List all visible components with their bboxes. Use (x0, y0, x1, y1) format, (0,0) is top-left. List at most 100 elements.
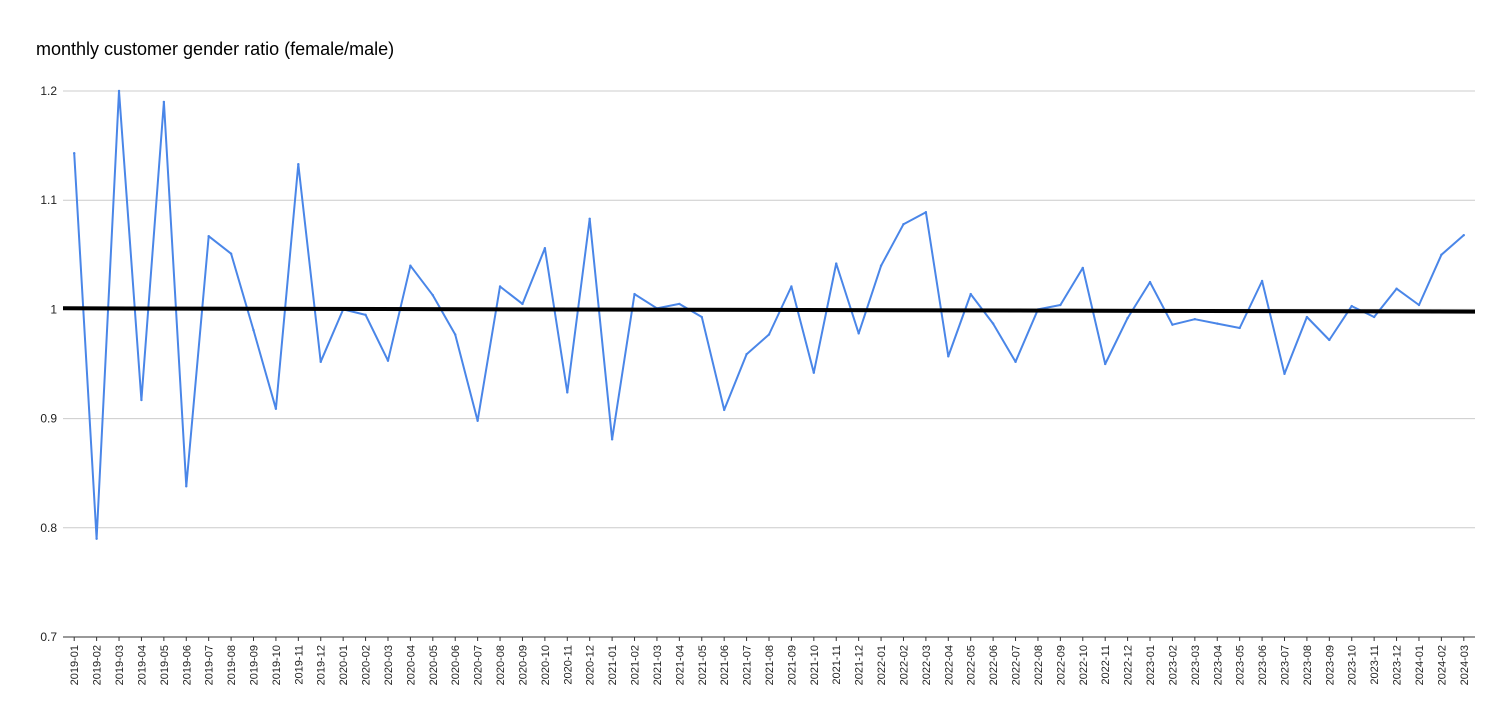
x-tick-label: 2019-10 (271, 645, 283, 685)
x-tick-label: 2023-08 (1302, 645, 1314, 685)
x-tick-label: 2019-02 (92, 645, 104, 685)
data-point (947, 355, 950, 358)
data-point (1126, 316, 1129, 320)
data-point (722, 408, 726, 412)
x-tick-label: 2022-10 (1078, 645, 1090, 685)
x-tick-label: 2021-11 (831, 645, 843, 685)
data-point (95, 537, 98, 540)
x-tick-label: 2020-09 (517, 645, 529, 685)
x-tick-label: 2022-05 (966, 645, 978, 685)
data-point (73, 152, 76, 155)
x-tick-label: 2020-03 (383, 645, 395, 685)
x-tick-label: 2024-01 (1414, 645, 1426, 685)
data-point (678, 302, 681, 306)
x-tick-label: 2023-02 (1167, 645, 1179, 685)
data-point (991, 322, 995, 325)
data-point (1328, 338, 1331, 342)
data-point (1059, 303, 1062, 307)
x-tick-label: 2020-11 (562, 645, 574, 685)
x-tick-label: 2021-06 (719, 645, 731, 685)
x-tick-label: 2022-01 (876, 645, 888, 685)
x-tick-label: 2022-07 (1011, 645, 1023, 685)
x-tick-label: 2021-02 (630, 645, 642, 685)
x-tick-label: 2022-08 (1033, 645, 1045, 685)
data-point (409, 264, 412, 267)
data-point (364, 313, 367, 317)
x-tick-label: 2024-02 (1436, 645, 1448, 685)
x-tick-label: 2020-12 (585, 645, 597, 685)
data-point (1440, 253, 1443, 256)
series-area (62, 89, 1476, 540)
x-axis-ticks: 2019-01 2019-02 2019-03 2019-04 2019-05 2019-… (69, 637, 1471, 685)
x-tick-label: 2022-04 (943, 645, 955, 685)
data-point (767, 333, 771, 336)
x-tick-label: 2023-06 (1257, 645, 1269, 685)
data-point (633, 292, 636, 296)
data-point (1103, 362, 1107, 366)
data-point (431, 294, 435, 297)
data-point (521, 302, 524, 306)
y-axis-ticks: 0.7 0.8 0.9 1 1.1 1.2 (40, 84, 57, 644)
data-point (543, 247, 547, 250)
data-point (1014, 360, 1017, 364)
data-point (790, 285, 793, 288)
x-tick-label: 2020-05 (428, 645, 440, 685)
data-point (1417, 303, 1421, 307)
y-tick-label: 0.9 (40, 412, 57, 426)
data-point (1193, 318, 1197, 321)
y-tick-label: 0.8 (40, 521, 57, 535)
x-tick-label: 2023-07 (1279, 645, 1291, 685)
data-point (140, 398, 143, 402)
chart-title: monthly customer gender ratio (female/ma… (36, 39, 394, 59)
data-point (162, 100, 166, 104)
data-point (1238, 326, 1241, 330)
x-tick-label: 2019-06 (181, 645, 193, 685)
data-point (1148, 280, 1152, 284)
x-tick-label: 2022-02 (898, 645, 910, 685)
data-point (274, 407, 278, 410)
data-point (229, 252, 233, 255)
x-tick-label: 2019-04 (136, 645, 148, 685)
data-point (185, 485, 188, 488)
data-point (745, 352, 748, 356)
data-point (700, 315, 703, 319)
data-point (1216, 322, 1219, 325)
x-tick-label: 2020-06 (450, 645, 462, 685)
x-tick-label: 2020-07 (473, 645, 485, 685)
x-tick-label: 2020-01 (338, 645, 350, 685)
x-tick-label: 2021-08 (764, 645, 776, 685)
x-tick-label: 2022-06 (988, 645, 1000, 685)
data-point (879, 264, 883, 267)
data-point (1171, 323, 1174, 326)
x-tick-label: 2019-11 (293, 645, 305, 685)
y-tick-label: 1.2 (40, 84, 57, 98)
x-tick-label: 2021-03 (652, 645, 664, 685)
data-point (476, 419, 479, 422)
x-tick-label: 2022-03 (921, 645, 933, 685)
data-point (924, 211, 928, 214)
x-tick-label: 2022-12 (1123, 645, 1135, 685)
data-point (386, 359, 390, 362)
data-point (252, 328, 255, 332)
x-tick-label: 2023-01 (1145, 645, 1157, 685)
data-point (319, 360, 322, 364)
data-point (454, 333, 457, 336)
data-point (610, 438, 614, 441)
x-tick-label: 2021-01 (607, 645, 619, 685)
y-tick-label: 1.1 (40, 193, 57, 207)
x-tick-label: 2019-09 (249, 645, 261, 685)
x-tick-label: 2020-10 (540, 645, 552, 685)
data-point (1283, 372, 1286, 376)
x-tick-label: 2023-09 (1324, 645, 1336, 685)
data-point (566, 391, 569, 394)
x-tick-label: 2019-03 (114, 645, 126, 685)
x-tick-label: 2023-11 (1369, 645, 1381, 685)
data-point (1260, 279, 1264, 283)
x-tick-label: 2021-07 (742, 645, 754, 685)
y-tick-label: 0.7 (40, 630, 57, 644)
x-tick-label: 2023-04 (1212, 645, 1224, 685)
data-point (1462, 233, 1465, 237)
data-point (297, 162, 300, 166)
x-tick-label: 2019-01 (69, 645, 81, 685)
